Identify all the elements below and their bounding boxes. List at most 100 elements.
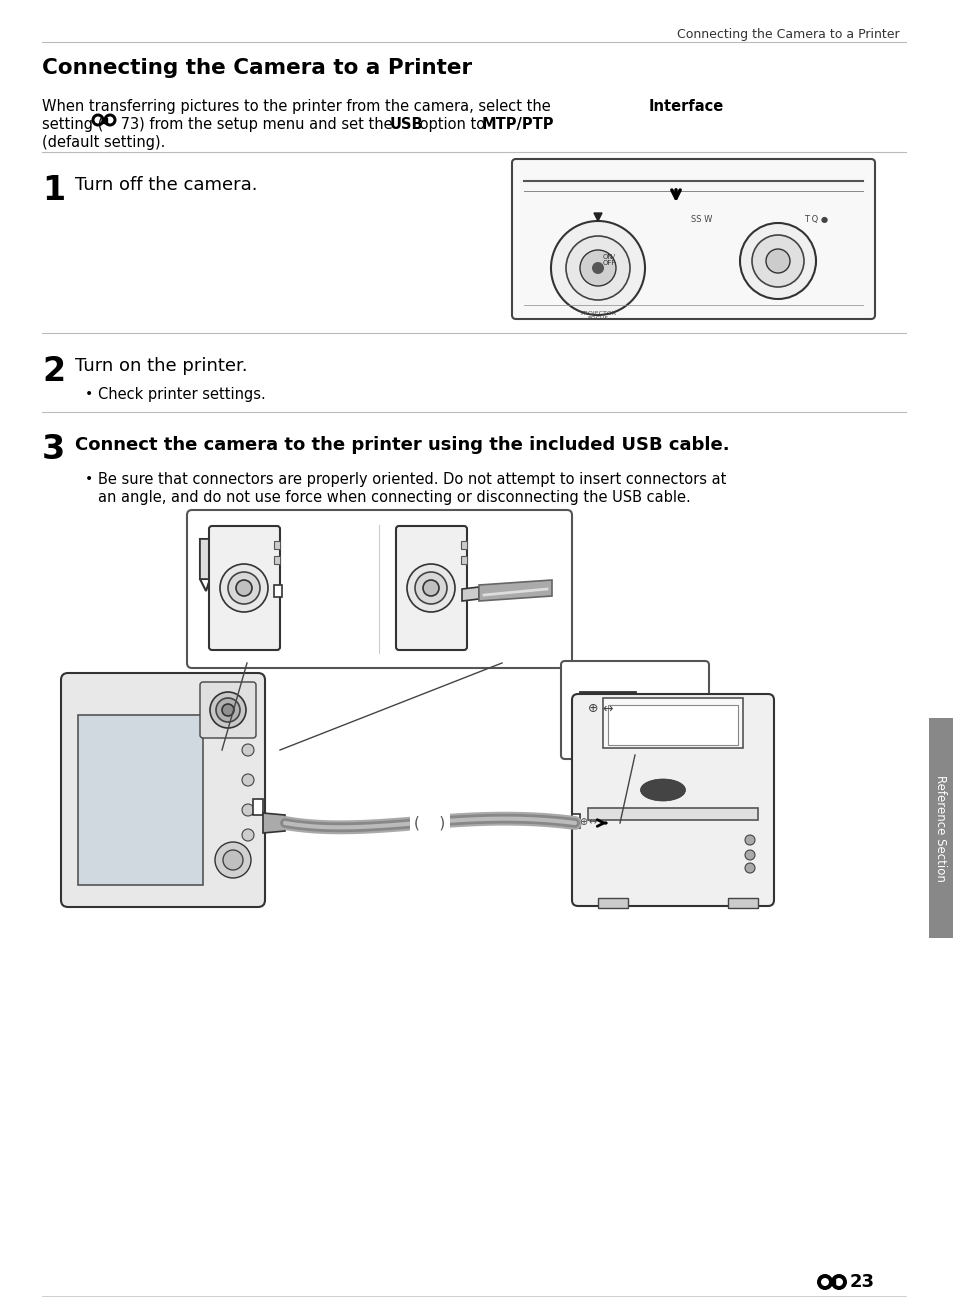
- Text: 23: 23: [849, 1273, 874, 1290]
- Polygon shape: [575, 811, 602, 834]
- Circle shape: [242, 744, 253, 756]
- Circle shape: [744, 850, 754, 859]
- Bar: [928, 717, 953, 938]
- Text: ⊕: ⊕: [578, 817, 586, 827]
- FancyBboxPatch shape: [395, 526, 467, 650]
- Circle shape: [107, 117, 113, 124]
- Circle shape: [592, 261, 603, 275]
- FancyBboxPatch shape: [560, 661, 708, 759]
- Bar: [664, 704, 672, 716]
- Text: USB: USB: [390, 117, 423, 131]
- Text: ⊕: ⊕: [587, 703, 598, 716]
- Bar: [274, 556, 280, 564]
- Circle shape: [821, 1279, 828, 1286]
- Text: Connect the camera to the printer using the included USB cable.: Connect the camera to the printer using …: [75, 436, 729, 455]
- Text: When transferring pictures to the printer from the camera, select the: When transferring pictures to the printe…: [42, 99, 555, 114]
- Circle shape: [830, 1275, 846, 1290]
- Bar: [460, 541, 467, 549]
- Circle shape: [220, 564, 268, 612]
- Text: Be sure that connectors are properly oriented. Do not attempt to insert connecto: Be sure that connectors are properly ori…: [98, 472, 725, 487]
- FancyBboxPatch shape: [200, 682, 255, 738]
- Bar: [274, 541, 280, 549]
- Text: ↔: ↔: [588, 817, 597, 827]
- Bar: [598, 897, 627, 908]
- Bar: [727, 897, 758, 908]
- FancyBboxPatch shape: [187, 510, 572, 668]
- Polygon shape: [461, 587, 478, 600]
- Bar: [274, 585, 282, 597]
- Polygon shape: [478, 579, 552, 600]
- Text: (    ): ( ): [414, 816, 445, 830]
- Bar: [410, 811, 450, 834]
- Circle shape: [579, 250, 616, 286]
- Circle shape: [551, 221, 644, 315]
- Bar: [602, 698, 742, 748]
- Bar: [579, 692, 635, 728]
- Bar: [253, 799, 263, 815]
- Circle shape: [407, 564, 455, 612]
- Text: •: •: [85, 388, 93, 401]
- Text: (default setting).: (default setting).: [42, 135, 165, 150]
- Text: 2: 2: [42, 355, 65, 388]
- Circle shape: [565, 237, 629, 300]
- Bar: [103, 117, 107, 122]
- Circle shape: [744, 834, 754, 845]
- Circle shape: [210, 692, 246, 728]
- Text: 1: 1: [42, 173, 65, 208]
- Circle shape: [751, 235, 803, 286]
- Bar: [655, 704, 662, 716]
- Polygon shape: [594, 213, 601, 221]
- Text: Connecting the Camera to a Printer: Connecting the Camera to a Printer: [42, 58, 472, 78]
- FancyBboxPatch shape: [209, 526, 280, 650]
- Bar: [78, 715, 203, 886]
- Polygon shape: [200, 539, 210, 579]
- Bar: [587, 808, 758, 820]
- Bar: [460, 556, 467, 564]
- Circle shape: [242, 774, 253, 786]
- Circle shape: [242, 804, 253, 816]
- Text: Turn off the camera.: Turn off the camera.: [75, 176, 257, 194]
- Circle shape: [242, 829, 253, 841]
- Text: Connecting the Camera to a Printer: Connecting the Camera to a Printer: [677, 28, 899, 41]
- Bar: [572, 813, 579, 828]
- Text: option to: option to: [415, 117, 489, 131]
- Circle shape: [415, 572, 447, 604]
- Text: T Q ●: T Q ●: [803, 215, 827, 223]
- Text: PROJECTOR
FOCUS: PROJECTOR FOCUS: [579, 311, 616, 322]
- Circle shape: [222, 704, 233, 716]
- Bar: [831, 1279, 834, 1285]
- Text: an angle, and do not use force when connecting or disconnecting the USB cable.: an angle, and do not use force when conn…: [98, 490, 690, 505]
- Text: Interface: Interface: [648, 99, 723, 114]
- Circle shape: [215, 698, 240, 721]
- Circle shape: [744, 863, 754, 872]
- Circle shape: [228, 572, 260, 604]
- FancyBboxPatch shape: [572, 694, 773, 905]
- Text: ON/
OFF: ON/ OFF: [602, 254, 616, 267]
- Circle shape: [740, 223, 815, 300]
- Circle shape: [834, 1279, 842, 1286]
- Circle shape: [94, 117, 101, 124]
- Text: 73) from the setup menu and set the: 73) from the setup menu and set the: [116, 117, 396, 131]
- Text: Turn on the printer.: Turn on the printer.: [75, 357, 248, 374]
- Text: 3: 3: [42, 434, 65, 466]
- Circle shape: [816, 1275, 832, 1290]
- Circle shape: [235, 579, 252, 597]
- Text: SS W: SS W: [690, 215, 712, 223]
- Text: •: •: [85, 472, 93, 486]
- Circle shape: [223, 850, 243, 870]
- Text: MTP/PTP: MTP/PTP: [481, 117, 554, 131]
- Text: Reference Section: Reference Section: [934, 774, 946, 882]
- Text: Check printer settings.: Check printer settings.: [98, 388, 266, 402]
- Circle shape: [422, 579, 438, 597]
- Bar: [607, 706, 738, 745]
- Circle shape: [91, 113, 105, 126]
- Circle shape: [103, 113, 116, 126]
- FancyBboxPatch shape: [61, 673, 265, 907]
- Text: ↔: ↔: [601, 703, 612, 716]
- Text: setting (: setting (: [42, 117, 103, 131]
- Polygon shape: [263, 813, 285, 833]
- Ellipse shape: [639, 779, 685, 802]
- Circle shape: [214, 842, 251, 878]
- Circle shape: [765, 248, 789, 273]
- Bar: [584, 702, 615, 717]
